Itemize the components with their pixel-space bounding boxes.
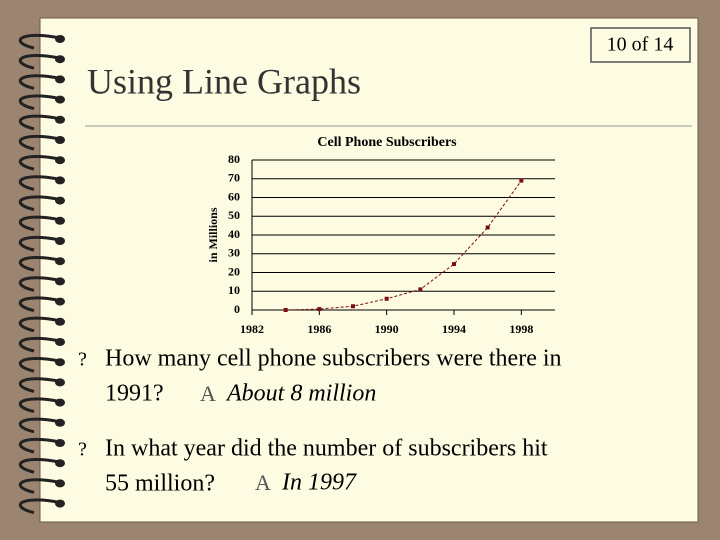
bullet-text: In what year did the number of subscribe… [105, 436, 548, 462]
ring [18, 74, 61, 90]
y-axis-label: in Millions [206, 207, 220, 262]
ring-hole [55, 95, 65, 104]
answer: In 1997 [281, 470, 357, 496]
ring-hole [55, 338, 65, 346]
ring [18, 316, 61, 333]
ring [18, 458, 61, 474]
y-tick-label: 80 [228, 152, 240, 166]
data-point [384, 296, 389, 301]
y-tick-label: 10 [228, 283, 240, 297]
spiral-binding [18, 33, 65, 515]
ring-hole [55, 459, 65, 468]
x-tick-label: 1994 [442, 322, 466, 336]
ring-hole [55, 55, 65, 64]
x-tick-label: 1990 [375, 322, 399, 336]
ring [18, 397, 61, 414]
ring-hole [55, 136, 65, 144]
chart-title: Cell Phone Subscribers [317, 135, 457, 150]
page-number: 10 of 14 [607, 34, 674, 56]
ring-hole [55, 216, 65, 225]
ring [18, 276, 61, 292]
ring [18, 114, 61, 131]
ring-hole [55, 398, 65, 407]
ring [18, 357, 61, 373]
ring-hole [55, 176, 65, 185]
data-point [519, 178, 524, 183]
x-tick-label: 1986 [307, 322, 331, 336]
y-tick-label: 60 [228, 189, 240, 203]
ring [18, 215, 61, 232]
ring [18, 155, 61, 171]
ring [18, 195, 61, 212]
y-tick-label: 0 [234, 302, 240, 316]
y-tick-label: 70 [228, 171, 240, 185]
bullet-text: 1991? [105, 381, 164, 407]
bullet-2: ? In what year did the number of subscri… [78, 436, 548, 497]
bullet-text: 55 million? [105, 471, 215, 497]
answer-marker: A [255, 470, 271, 495]
data-point [452, 262, 456, 267]
ring [18, 54, 61, 70]
ring-hole [55, 35, 65, 43]
y-tick-label: 40 [228, 227, 240, 241]
ring [18, 94, 61, 111]
data-point [485, 225, 490, 230]
ring [18, 377, 61, 393]
bullet-marker: ? [78, 349, 87, 371]
ring [18, 235, 61, 252]
ring-hole [55, 317, 65, 326]
ring-hole [55, 378, 65, 387]
x-tick-label: 1998 [509, 322, 533, 336]
ring [18, 33, 61, 50]
ring-hole [55, 479, 65, 488]
bullet-text: How many cell phone subscribers were the… [105, 346, 562, 372]
slide-page [39, 17, 699, 523]
ring [18, 417, 61, 434]
answer: About 8 million [225, 381, 376, 407]
ring [18, 478, 61, 494]
ring [18, 296, 61, 313]
data-line [285, 180, 522, 311]
bullet-marker: ? [78, 439, 87, 461]
ring-hole [55, 439, 65, 447]
page-number-box [590, 27, 691, 63]
ring-hole [55, 196, 65, 205]
ring [18, 336, 61, 353]
ring-hole [55, 277, 65, 286]
y-tick-label: 50 [228, 208, 240, 222]
ring-hole [55, 156, 65, 165]
data-point [283, 308, 288, 312]
ring [18, 256, 61, 272]
data-point [317, 307, 322, 312]
x-tick-label: 1982 [240, 322, 264, 336]
data-point [351, 304, 355, 309]
ring-hole [55, 257, 65, 266]
y-tick-label: 30 [228, 246, 240, 260]
ring-hole [55, 418, 65, 427]
ring-hole [55, 499, 65, 508]
data-point [418, 287, 423, 292]
slide-title: Using Line Graphs [87, 61, 361, 101]
ring-hole [55, 297, 65, 306]
ring-hole [55, 237, 65, 245]
ring-hole [55, 115, 65, 124]
ring [18, 134, 61, 151]
answer-marker: A [200, 381, 216, 406]
ring-hole [55, 75, 65, 84]
ring [18, 437, 61, 454]
y-tick-label: 20 [228, 264, 240, 278]
ring-hole [55, 358, 65, 367]
plot: 0 10 20 30 40 50 60 70 80 1982 1986 1990 1994 1998 [228, 152, 555, 336]
ring [18, 498, 61, 515]
bullet-1: ? How many cell phone subscribers were t… [78, 346, 562, 407]
ring [18, 175, 61, 191]
